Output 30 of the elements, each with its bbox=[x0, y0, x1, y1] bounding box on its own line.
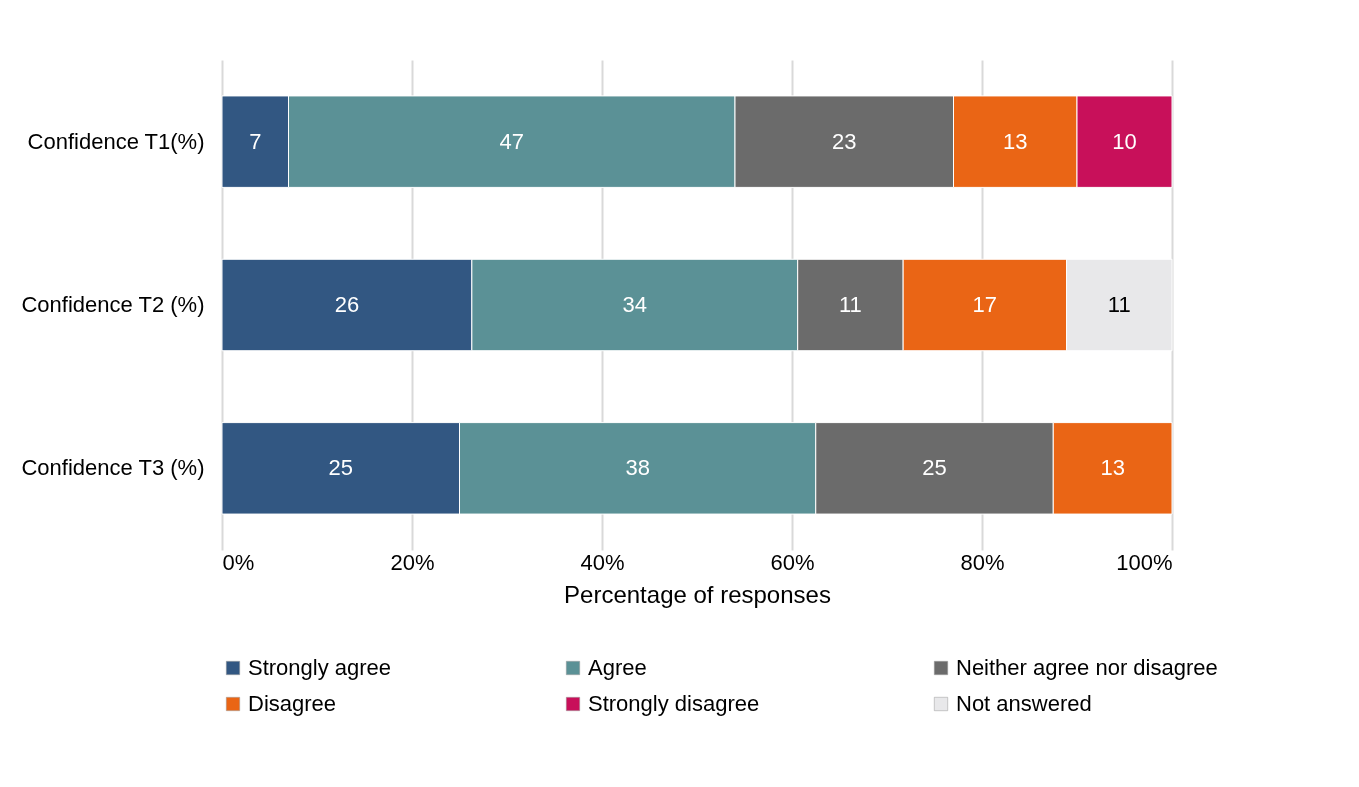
data-label: 23 bbox=[832, 128, 857, 154]
data-label: 38 bbox=[625, 455, 650, 481]
legend-label: Not answered bbox=[956, 691, 1092, 716]
data-label: 13 bbox=[1003, 128, 1028, 154]
legend-label: Strongly agree bbox=[248, 655, 392, 680]
x-tick-label: 0% bbox=[222, 549, 255, 575]
data-label: 25 bbox=[922, 455, 947, 481]
data-label: 25 bbox=[328, 455, 353, 481]
data-label: 34 bbox=[622, 292, 648, 317]
data-label: 26 bbox=[334, 292, 360, 317]
data-label: 7 bbox=[249, 128, 262, 154]
data-label: 11 bbox=[839, 292, 862, 317]
data-label: 47 bbox=[499, 128, 524, 154]
y-tick-label: Confidence T1(%) bbox=[27, 128, 205, 154]
legend-label: Neither agree nor disagree bbox=[956, 655, 1218, 680]
x-axis-title: Percentage of responses bbox=[564, 580, 831, 608]
legend-label: Disagree bbox=[248, 691, 337, 716]
x-tick-label: 20% bbox=[390, 549, 435, 575]
legend-label: Strongly disagree bbox=[588, 691, 760, 716]
data-label: 10 bbox=[1112, 128, 1137, 154]
x-tick-label: 60% bbox=[770, 549, 815, 575]
legend-label: Agree bbox=[588, 655, 647, 680]
data-label: 17 bbox=[972, 292, 998, 317]
x-tick-label: 80% bbox=[960, 549, 1005, 575]
x-tick-label: 100% bbox=[1116, 549, 1173, 575]
x-tick-label: 40% bbox=[580, 549, 625, 575]
data-label: 13 bbox=[1100, 455, 1125, 481]
data-label: 11 bbox=[1107, 292, 1131, 317]
y-tick-label: Confidence T3 (%) bbox=[21, 455, 205, 481]
y-tick-label: Confidence T2 (%) bbox=[21, 292, 205, 317]
